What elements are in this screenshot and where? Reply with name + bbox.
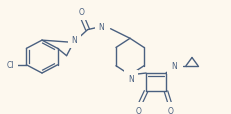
Text: O: O — [79, 8, 85, 17]
Text: O: O — [136, 106, 142, 114]
Text: Cl: Cl — [7, 61, 14, 70]
Text: N: N — [128, 74, 134, 83]
Text: N: N — [171, 62, 177, 71]
Text: H: H — [175, 59, 179, 64]
Text: O: O — [168, 106, 174, 114]
Text: N: N — [99, 23, 104, 32]
Text: H: H — [102, 21, 107, 26]
Text: N: N — [72, 36, 77, 45]
